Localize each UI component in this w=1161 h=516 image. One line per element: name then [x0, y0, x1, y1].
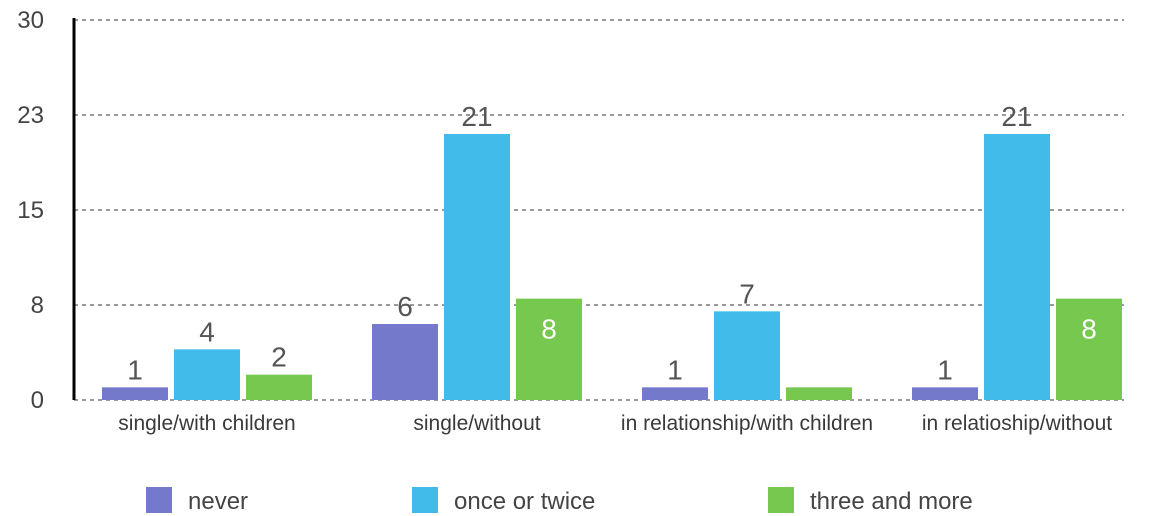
bar-once-or-twice-1 [444, 134, 510, 400]
data-label: 8 [1081, 314, 1097, 345]
x-category-label: in relationship/with children [621, 412, 873, 435]
bar-never-3 [912, 387, 978, 400]
data-label: 1 [127, 354, 143, 385]
y-tick-label: 30 [17, 7, 44, 34]
data-label: 21 [461, 101, 492, 132]
bar-never-2 [642, 387, 708, 400]
legend-swatch [146, 487, 172, 513]
y-axis-tick-labels: 0 8 15 23 30 [17, 7, 44, 414]
bar-three-and-more-3 [1056, 298, 1122, 400]
data-label: 4 [199, 316, 215, 347]
legend-swatch [768, 487, 794, 513]
data-label: 2 [271, 342, 287, 373]
legend-item-once-or-twice: once or twice [412, 487, 595, 515]
y-tick-label: 15 [17, 197, 44, 224]
bars [102, 134, 1122, 400]
data-label: 1 [937, 354, 953, 385]
legend-label: three and more [810, 488, 973, 515]
legend-item-three-and-more: three and more [768, 487, 973, 515]
y-tick-label: 23 [17, 102, 44, 129]
value-labels: 1 4 2 6 21 8 1 7 1 21 8 [127, 101, 1097, 385]
bar-never-1 [372, 324, 438, 400]
legend-swatch [412, 487, 438, 513]
y-tick-label: 0 [31, 387, 44, 414]
legend-label: never [188, 488, 248, 515]
data-label: 21 [1001, 101, 1032, 132]
bar-three-and-more-1 [516, 298, 582, 400]
gridlines [74, 19, 1124, 401]
bar-once-or-twice-2 [714, 311, 780, 400]
x-category-label: single/without [413, 412, 540, 435]
bar-three-and-more-2 [786, 387, 852, 400]
legend-label: once or twice [454, 488, 595, 515]
x-category-label: in relatioship/without [922, 412, 1112, 435]
x-axis-category-labels: single/with children single/without in rel… [118, 412, 1112, 435]
legend: never once or twice three and more [146, 487, 973, 515]
x-category-label: single/with children [118, 412, 295, 435]
bar-three-and-more-0 [246, 374, 312, 400]
data-label: 1 [667, 354, 683, 385]
data-label: 6 [397, 291, 413, 322]
data-label: 8 [541, 314, 557, 345]
data-label: 7 [739, 278, 755, 309]
bar-once-or-twice-3 [984, 134, 1050, 400]
y-tick-label: 8 [31, 292, 44, 319]
bar-once-or-twice-0 [174, 349, 240, 400]
legend-item-never: never [146, 487, 248, 515]
bar-never-0 [102, 387, 168, 400]
